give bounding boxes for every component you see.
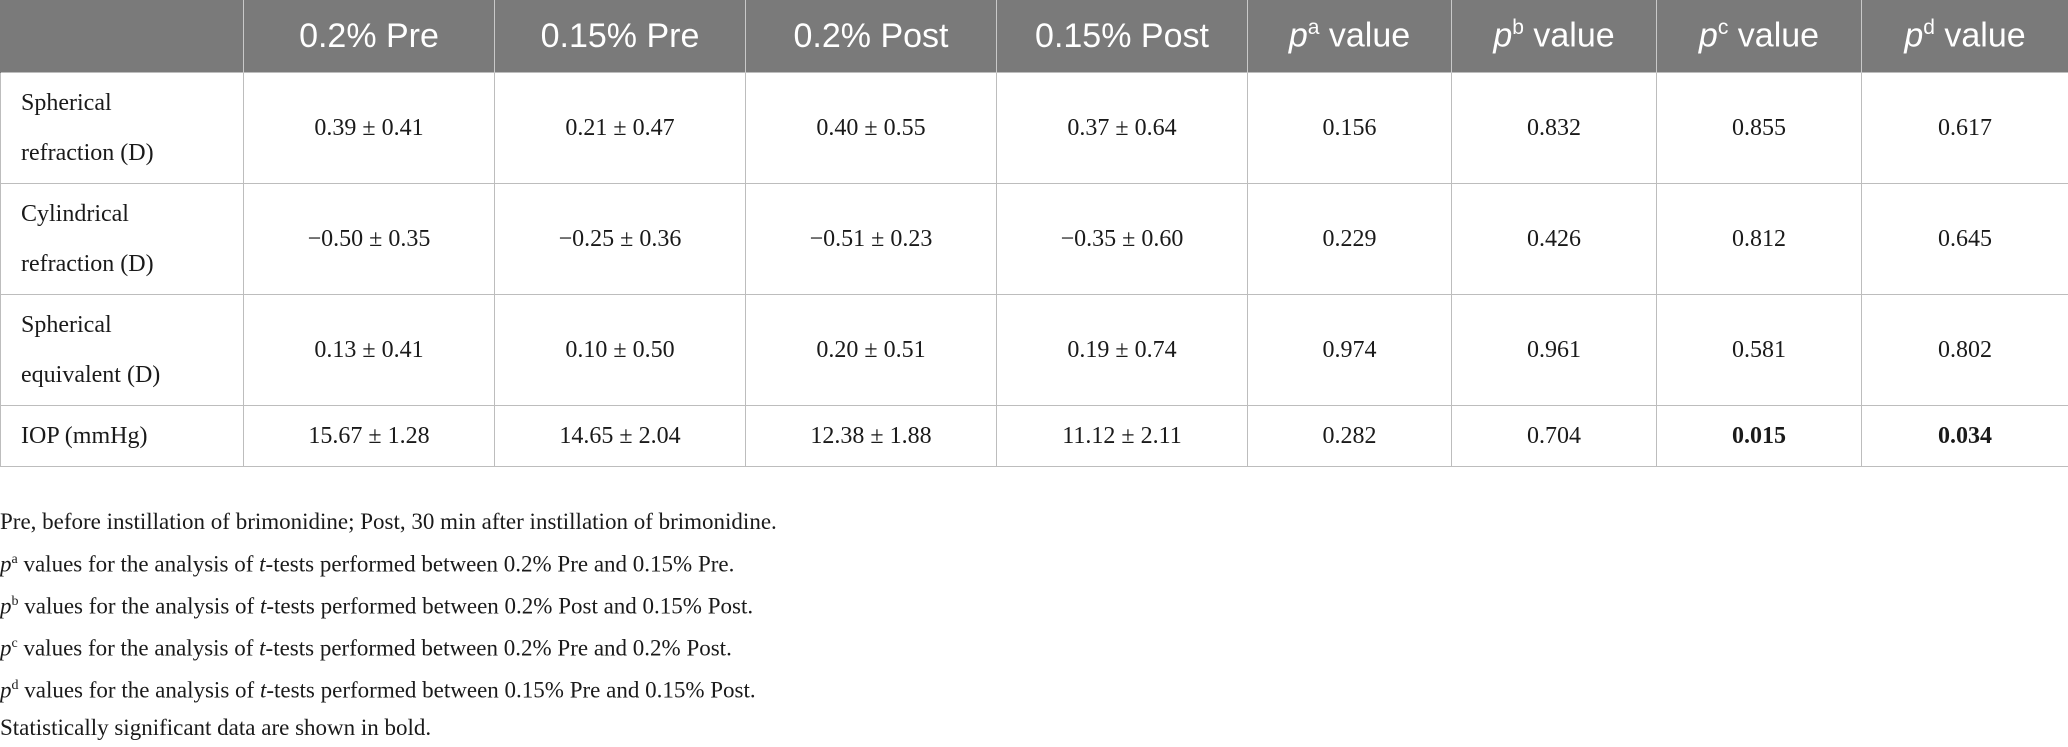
- table-cell: 15.67 ± 1.28: [244, 406, 495, 467]
- header-pa-value: pa value: [1248, 0, 1452, 73]
- table-cell: 0.832: [1452, 73, 1657, 184]
- header-02-post: 0.2% Post: [746, 0, 997, 73]
- table-cell: 0.974: [1248, 295, 1452, 406]
- table-cell: −0.25 ± 0.36: [495, 184, 746, 295]
- header-row: 0.2% Pre 0.15% Pre 0.2% Post 0.15% Post …: [1, 0, 2068, 73]
- header-empty: [1, 0, 244, 73]
- table-cell: 14.65 ± 2.04: [495, 406, 746, 467]
- footnote-abbreviations: Pre, before instillation of brimonidine;…: [0, 503, 2068, 541]
- table-cell: 0.961: [1452, 295, 1657, 406]
- footnote-pb: pb values for the analysis of t-tests pe…: [0, 583, 2068, 625]
- table-cell: 0.10 ± 0.50: [495, 295, 746, 406]
- footnote-bold: Statistically significant data are shown…: [0, 709, 2068, 747]
- header-pc-value: pc value: [1657, 0, 1862, 73]
- header-pd-value: pd value: [1862, 0, 2068, 73]
- table-cell: 0.37 ± 0.64: [997, 73, 1248, 184]
- table-cell: −0.50 ± 0.35: [244, 184, 495, 295]
- table-cell: 0.426: [1452, 184, 1657, 295]
- header-pb-value: pb value: [1452, 0, 1657, 73]
- table-row: IOP (mmHg) 15.67 ± 1.28 14.65 ± 2.04 12.…: [1, 406, 2068, 467]
- table-cell: 0.855: [1657, 73, 1862, 184]
- table-cell: 0.19 ± 0.74: [997, 295, 1248, 406]
- table-cell: 0.156: [1248, 73, 1452, 184]
- table-cell: 0.802: [1862, 295, 2068, 406]
- footnote-pa: pa values for the analysis of t-tests pe…: [0, 541, 2068, 583]
- table-cell: 0.39 ± 0.41: [244, 73, 495, 184]
- results-table: 0.2% Pre 0.15% Pre 0.2% Post 0.15% Post …: [0, 0, 2068, 467]
- table-footnotes: Pre, before instillation of brimonidine;…: [0, 503, 2068, 747]
- table-cell: 0.40 ± 0.55: [746, 73, 997, 184]
- header-015-post: 0.15% Post: [997, 0, 1248, 73]
- row-label: IOP (mmHg): [1, 406, 244, 467]
- table-cell: 0.581: [1657, 295, 1862, 406]
- table-cell: 0.13 ± 0.41: [244, 295, 495, 406]
- table-cell: −0.35 ± 0.60: [997, 184, 1248, 295]
- table-cell: 0.812: [1657, 184, 1862, 295]
- table-cell: −0.51 ± 0.23: [746, 184, 997, 295]
- table-cell: 0.704: [1452, 406, 1657, 467]
- table-cell-significant: 0.034: [1862, 406, 2068, 467]
- header-015-pre: 0.15% Pre: [495, 0, 746, 73]
- table-cell: 11.12 ± 2.11: [997, 406, 1248, 467]
- table-cell: 0.645: [1862, 184, 2068, 295]
- table-cell: 0.21 ± 0.47: [495, 73, 746, 184]
- header-02-pre: 0.2% Pre: [244, 0, 495, 73]
- table-cell-significant: 0.015: [1657, 406, 1862, 467]
- table-cell: 0.617: [1862, 73, 2068, 184]
- table-cell: 0.20 ± 0.51: [746, 295, 997, 406]
- table-cell: 12.38 ± 1.88: [746, 406, 997, 467]
- footnote-pc: pc values for the analysis of t-tests pe…: [0, 625, 2068, 667]
- footnote-pd: pd values for the analysis of t-tests pe…: [0, 667, 2068, 709]
- table-cell: 0.229: [1248, 184, 1452, 295]
- table-cell: 0.282: [1248, 406, 1452, 467]
